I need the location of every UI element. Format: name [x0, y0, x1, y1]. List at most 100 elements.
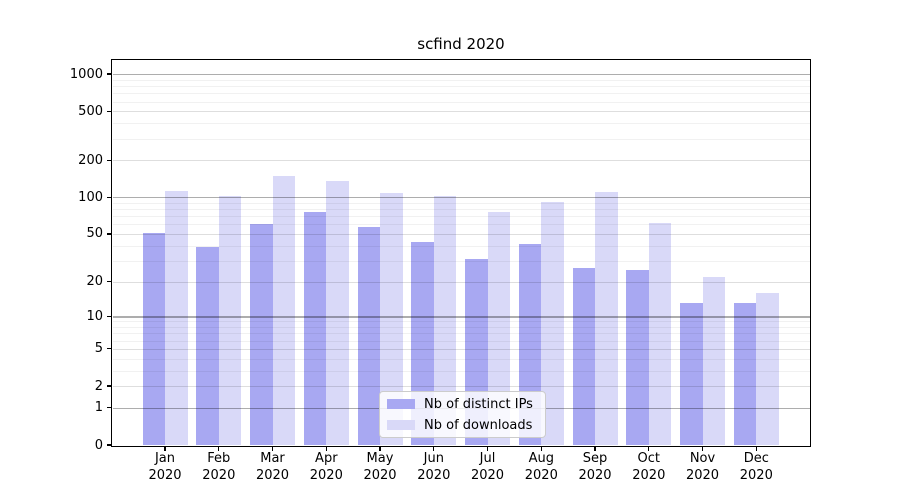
y-tick-label-200: 200 — [78, 152, 103, 168]
bar-distinct-ips-dec — [733, 303, 757, 445]
x-tick-mar — [271, 445, 274, 451]
y-tick-label-1000: 1000 — [69, 66, 103, 82]
gridline-1000 — [112, 74, 810, 76]
gridline-300 — [112, 138, 810, 140]
y-tick-label-50: 50 — [86, 226, 103, 242]
bar-downloads-nov — [702, 276, 725, 445]
gridline-100 — [112, 197, 810, 199]
gridline-2 — [112, 386, 810, 387]
bar-downloads-oct — [648, 223, 672, 445]
x-tick-dec — [755, 445, 757, 451]
y-tick-1000 — [106, 73, 112, 75]
gridline-10 — [112, 316, 810, 318]
gridline-4 — [112, 358, 810, 360]
x-tick-label-jun: Jun 2020 — [417, 451, 451, 483]
gridline-8 — [112, 327, 810, 328]
y-tick-200 — [106, 159, 112, 161]
gridline-700 — [112, 93, 810, 95]
bar-distinct-ips-apr — [303, 211, 327, 445]
gridline-90 — [112, 202, 810, 204]
legend-swatch-downloads-icon — [387, 420, 415, 430]
bar-downloads-dec — [756, 292, 779, 445]
bar-distinct-ips-feb — [196, 246, 219, 445]
bar-downloads-apr — [326, 180, 349, 445]
y-tick-500 — [106, 110, 112, 112]
y-tick-50 — [106, 233, 112, 235]
gridline-40 — [112, 245, 810, 247]
x-tick-jan — [164, 445, 166, 451]
chart-title: scfind 2020 — [417, 35, 505, 53]
bar-distinct-ips-oct — [626, 270, 649, 445]
y-tick-label-20: 20 — [86, 274, 103, 289]
bar-downloads-feb — [218, 196, 242, 445]
y-tick-label-5: 5 — [94, 341, 103, 357]
bar-distinct-ips-nov — [680, 303, 703, 445]
gridline-500 — [112, 111, 810, 113]
y-tick-label-100: 100 — [78, 189, 103, 205]
x-tick-label-nov: Nov 2020 — [685, 451, 720, 483]
y-tick-5 — [106, 348, 112, 350]
bar-downloads-jun — [433, 196, 457, 445]
x-tick-label-mar: Mar 2020 — [255, 451, 290, 483]
legend-swatch-distinct-ips-icon — [387, 399, 415, 409]
x-tick-apr — [325, 445, 327, 451]
y-tick-2 — [106, 385, 112, 387]
legend-item-distinct-ips: Nb of distinct IPs — [380, 396, 545, 413]
gridline-60 — [112, 224, 810, 226]
legend: Nb of distinct IPs Nb of downloads — [379, 391, 546, 438]
bar-distinct-ips-jan — [142, 232, 165, 445]
x-tick-jun — [433, 445, 435, 451]
x-tick-label-oct: Oct 2020 — [632, 451, 666, 483]
x-tick-nov — [701, 445, 704, 451]
legend-label-downloads: Nb of downloads — [424, 417, 533, 433]
legend-label-distinct-ips: Nb of distinct IPs — [424, 396, 533, 412]
gridline-6 — [112, 340, 810, 342]
gridline-30 — [112, 260, 810, 262]
x-tick-oct — [648, 445, 650, 451]
x-tick-label-may: May 2020 — [363, 451, 397, 483]
bar-downloads-sep — [595, 192, 618, 445]
x-tick-label-feb: Feb 2020 — [202, 451, 236, 483]
legend-item-downloads: Nb of downloads — [380, 417, 545, 434]
bar-downloads-may — [380, 193, 403, 445]
gridline-200 — [112, 160, 810, 162]
gridline-3 — [112, 370, 810, 372]
plot-area — [112, 60, 810, 445]
x-tick-label-apr: Apr 2020 — [309, 451, 343, 483]
gridline-70 — [112, 216, 810, 218]
gridline-800 — [112, 86, 810, 87]
gridline-50 — [112, 233, 810, 235]
bar-downloads-aug — [541, 202, 564, 445]
x-tick-label-jan: Jan 2020 — [148, 451, 182, 483]
gridline-80 — [112, 209, 810, 211]
y-tick-label-10: 10 — [86, 308, 103, 324]
y-tick-label-2: 2 — [94, 378, 103, 394]
bar-downloads-mar — [272, 175, 295, 445]
x-tick-may — [379, 445, 381, 451]
bar-downloads-jan — [165, 190, 188, 445]
x-tick-label-sep: Sep 2020 — [578, 451, 612, 483]
x-tick-sep — [594, 445, 596, 451]
bar-distinct-ips-may — [357, 227, 380, 445]
gridline-600 — [112, 101, 810, 103]
gridline-400 — [112, 123, 810, 125]
bar-distinct-ips-mar — [250, 224, 273, 445]
x-tick-jul — [486, 445, 489, 451]
gridline-7 — [112, 333, 810, 335]
y-tick-0 — [106, 444, 112, 446]
y-tick-label-1: 1 — [94, 400, 103, 416]
x-tick-aug — [540, 445, 542, 451]
y-tick-1 — [106, 407, 112, 409]
x-tick-label-dec: Dec 2020 — [739, 451, 773, 483]
bar-downloads-jul — [487, 211, 510, 445]
gridline-9 — [112, 321, 810, 323]
gridline-900 — [112, 79, 810, 81]
bar-distinct-ips-sep — [572, 268, 595, 445]
y-tick-label-0: 0 — [94, 437, 103, 453]
x-tick-feb — [218, 445, 220, 451]
y-tick-label-500: 500 — [78, 103, 103, 119]
gridline-20 — [112, 281, 810, 283]
gridline-5 — [112, 348, 810, 350]
x-tick-label-aug: Aug 2020 — [524, 451, 558, 483]
